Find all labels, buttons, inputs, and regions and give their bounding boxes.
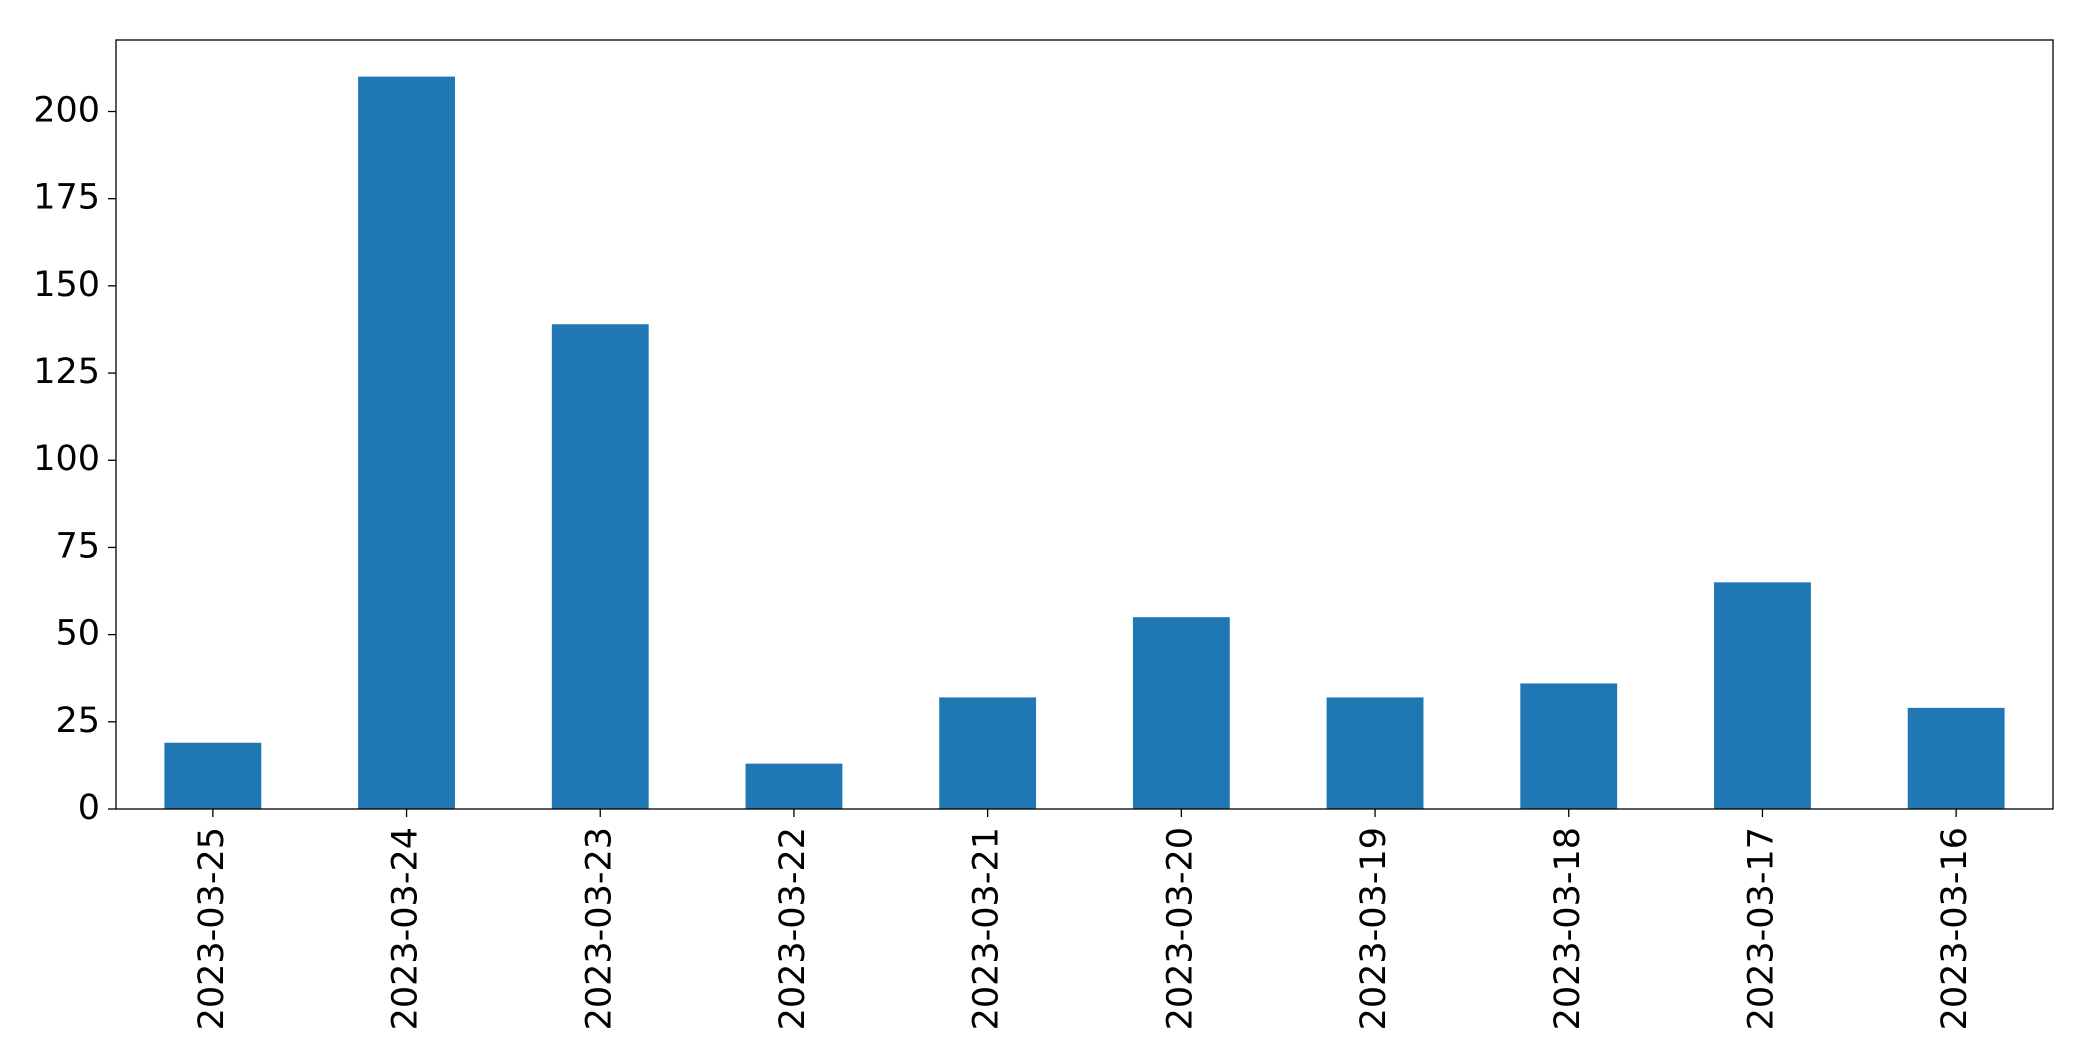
bar	[358, 76, 455, 810]
y-tick-label: 200	[33, 90, 100, 130]
bar	[745, 763, 843, 809]
bar	[1132, 617, 1230, 809]
x-tick-label: 2023-03-20	[1160, 827, 1200, 1030]
bar	[1907, 707, 2005, 809]
y-tick-label: 175	[33, 178, 100, 218]
plot-frame	[115, 39, 2054, 810]
y-tick-label: 0	[78, 788, 100, 828]
bar	[1714, 582, 1811, 809]
x-tick-label: 2023-03-22	[773, 827, 813, 1030]
x-tick-label: 2023-03-19	[1354, 827, 1394, 1030]
bar	[1326, 697, 1424, 809]
x-tick-label: 2023-03-23	[579, 827, 619, 1030]
x-tick-label: 2023-03-16	[1935, 827, 1975, 1030]
x-tick-label: 2023-03-17	[1741, 827, 1781, 1030]
y-tick-label: 50	[55, 614, 100, 654]
bar	[1520, 683, 1618, 809]
bar	[939, 697, 1037, 809]
x-tick-label: 2023-03-24	[386, 827, 426, 1030]
y-tick-label: 25	[55, 701, 100, 741]
bar	[551, 324, 649, 809]
x-tick-label: 2023-03-21	[967, 827, 1007, 1030]
x-tick-label: 2023-03-25	[192, 827, 232, 1030]
x-tick-label: 2023-03-18	[1548, 827, 1588, 1030]
y-tick-label: 100	[33, 439, 100, 479]
bar	[164, 742, 262, 809]
y-tick-label: 150	[33, 265, 100, 305]
y-tick-label: 75	[55, 526, 100, 566]
y-tick-label: 125	[33, 352, 100, 392]
